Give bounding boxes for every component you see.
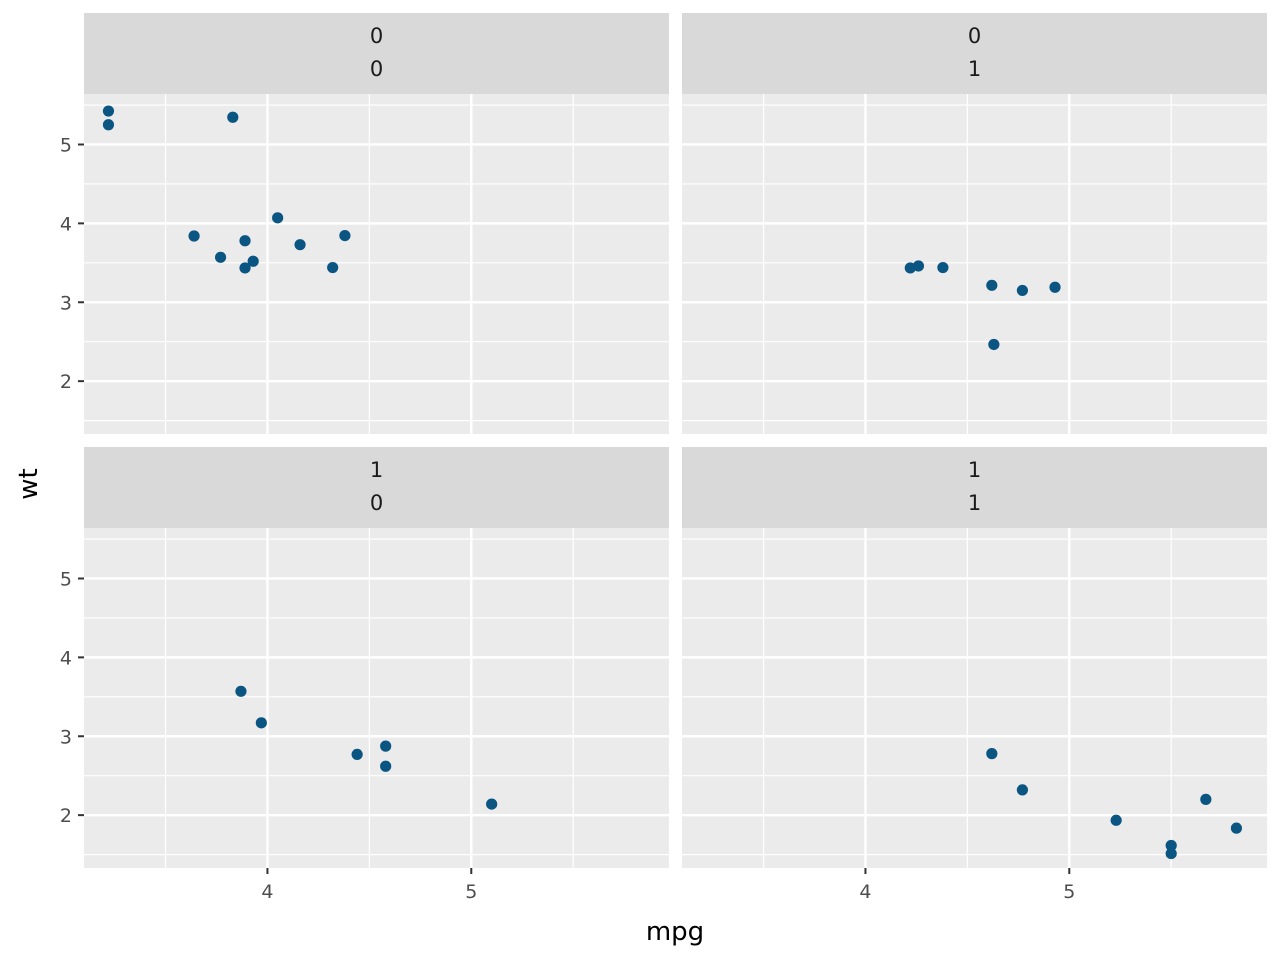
strip-2-background <box>84 447 669 528</box>
data-point <box>988 338 1000 351</box>
panel-3-points <box>986 748 1243 860</box>
y-tick-label: 4 <box>60 647 72 669</box>
panel-0: 0 0 <box>84 13 669 434</box>
panel-0-points <box>102 105 351 274</box>
data-point <box>1200 793 1212 805</box>
panel-0-background <box>84 94 669 434</box>
panel-1-background <box>682 94 1267 434</box>
x-tick-label: 5 <box>465 881 477 903</box>
data-point <box>255 717 267 729</box>
y-axis-top: 2 3 4 5 <box>60 134 84 393</box>
strip-0-label-top: 0 <box>370 24 383 48</box>
strip-1-label-top: 0 <box>968 24 981 48</box>
y-tick-label: 5 <box>60 134 72 156</box>
panel-3-background <box>682 528 1267 868</box>
data-point <box>188 230 200 242</box>
data-point <box>239 235 251 247</box>
data-point <box>1230 822 1243 834</box>
y-tick-label: 4 <box>60 213 72 235</box>
data-point <box>1110 814 1122 826</box>
strip-3-label-top: 1 <box>968 458 981 482</box>
panel-2-gridlines <box>84 528 669 868</box>
y-tick-label: 3 <box>60 726 72 748</box>
panel-2-background <box>84 528 669 868</box>
x-tick-label: 4 <box>859 881 871 903</box>
data-point <box>247 255 259 267</box>
data-point <box>102 119 115 131</box>
y-tick-label: 3 <box>60 292 72 314</box>
panel-0-gridlines <box>84 94 669 434</box>
x-tick-label: 5 <box>1063 881 1075 903</box>
data-point <box>1165 847 1177 860</box>
data-point <box>1016 784 1029 796</box>
data-point <box>294 239 306 251</box>
data-point <box>339 230 351 242</box>
strip-1-label-bottom: 1 <box>968 57 981 81</box>
data-point <box>937 261 949 274</box>
strip-3-background <box>682 447 1267 528</box>
data-point <box>1165 839 1177 852</box>
data-point <box>912 260 925 272</box>
strip-1-background <box>682 13 1267 94</box>
panel-1: 0 1 <box>682 13 1267 434</box>
data-point <box>380 740 392 752</box>
data-point <box>214 251 227 263</box>
data-point <box>380 760 392 772</box>
data-point <box>272 212 284 224</box>
y-tick-label: 2 <box>60 805 72 827</box>
data-point <box>102 105 115 117</box>
panel-1-gridlines <box>682 94 1267 434</box>
y-axis-title: wt <box>14 468 44 499</box>
strip-3-label-bottom: 1 <box>968 491 981 515</box>
panel-2-points <box>235 685 498 810</box>
x-tick-label: 4 <box>261 881 273 903</box>
data-point <box>235 685 247 697</box>
strip-0-background <box>84 13 669 94</box>
y-tick-label: 5 <box>60 568 72 590</box>
panel-3-gridlines <box>682 528 1267 868</box>
y-axis-bottom: 2 3 4 5 <box>60 568 84 827</box>
data-point <box>486 798 498 810</box>
data-point <box>1049 281 1061 293</box>
strip-2-label-bottom: 0 <box>370 491 383 515</box>
data-point <box>227 111 239 123</box>
data-point <box>351 748 363 761</box>
data-point <box>986 279 998 291</box>
strip-0-label-bottom: 0 <box>370 57 383 81</box>
data-point <box>1016 284 1029 297</box>
panel-1-points <box>904 260 1061 351</box>
y-tick-label: 2 <box>60 371 72 393</box>
x-axis-title: mpg <box>646 917 704 947</box>
data-point <box>327 261 339 274</box>
panel-2: 1 0 <box>84 447 669 868</box>
data-point <box>239 262 251 274</box>
data-point <box>986 748 998 760</box>
strip-2-label-top: 1 <box>370 458 383 482</box>
panel-3: 1 1 <box>682 447 1267 868</box>
